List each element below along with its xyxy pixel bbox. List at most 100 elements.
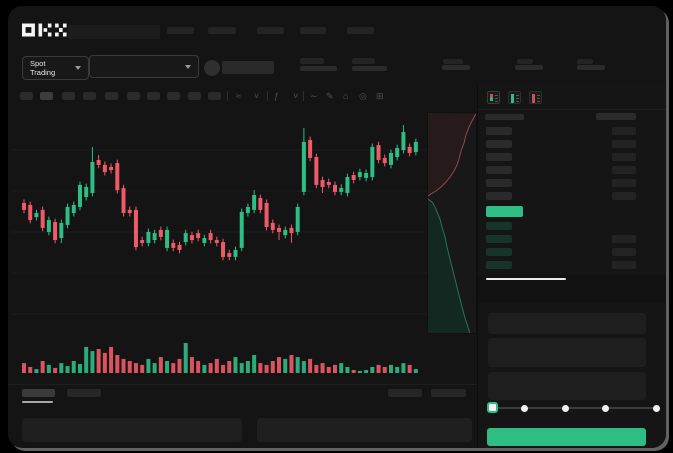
timeframe-button[interactable] [105, 92, 118, 100]
timeframe-button[interactable] [188, 92, 201, 100]
slider-stop[interactable] [601, 404, 609, 412]
toolbar-divider [303, 91, 304, 101]
orderbook-amount-cell[interactable] [612, 166, 636, 174]
orderbook-divider [478, 109, 666, 110]
search-bar-skeleton[interactable] [68, 25, 160, 39]
market-type-selector[interactable]: Spot Trading [22, 56, 89, 80]
orderbook-price-cell[interactable] [486, 140, 512, 148]
last-price-bar[interactable] [486, 206, 523, 217]
amount-slider[interactable] [478, 397, 666, 419]
orders-tab-underline [22, 401, 53, 403]
amount-input[interactable] [488, 338, 646, 367]
orderbook-bids-icon[interactable] [508, 91, 521, 104]
orders-empty-panel [22, 418, 242, 442]
chevron-down-icon[interactable]: ˅ [293, 91, 299, 101]
timeframe-button[interactable] [167, 92, 180, 100]
orderbook-rows [478, 85, 666, 275]
red-green-bar [490, 94, 493, 101]
orderbook-price-cell[interactable] [486, 192, 512, 200]
price-column-header [485, 114, 524, 120]
slider-handle[interactable] [487, 402, 498, 413]
orderbook-amount-cell[interactable] [612, 179, 636, 187]
slider-stop[interactable] [520, 404, 528, 412]
candlestick-chart[interactable] [8, 110, 432, 341]
orderbook-price-cell[interactable] [486, 166, 512, 174]
red-bar [532, 94, 535, 103]
orderbook-amount-cell[interactable] [612, 192, 636, 200]
depth-chart-panel [427, 112, 477, 334]
nav-menu-item[interactable] [257, 27, 284, 34]
nav-menu-item[interactable] [347, 27, 374, 34]
indicators-icon[interactable]: ƒ [274, 91, 280, 101]
timeframe-button[interactable] [62, 92, 75, 100]
draw-tool-icon[interactable]: ✎ [326, 91, 334, 101]
candle-style-icon[interactable]: ≈ [236, 91, 241, 101]
orderbook-amount-cell[interactable] [612, 153, 636, 161]
orderbook-amount-cell[interactable] [612, 235, 636, 243]
line-tool-icon[interactable]: ∼ [310, 91, 318, 101]
price-stat-skeleton [352, 58, 375, 64]
orders-tab-active[interactable] [22, 389, 55, 397]
nav-menu-item[interactable] [167, 27, 194, 34]
coin-icon [203, 60, 220, 76]
chevron-down-icon [185, 64, 191, 69]
price-stat-skeleton [352, 66, 387, 71]
orders-tab[interactable] [67, 389, 101, 397]
right-panel: Buy Sell [477, 85, 666, 448]
orderbook-amount-cell[interactable] [612, 127, 636, 135]
chevron-down-icon [75, 66, 81, 70]
instrument-header-row: Spot Trading [8, 50, 666, 85]
nav-menu-item[interactable] [208, 27, 236, 34]
orders-empty-panel [257, 418, 472, 442]
orderbook-price-cell[interactable] [486, 127, 512, 135]
stat-24h-skeleton [577, 59, 593, 64]
orders-filter-skeleton[interactable] [431, 389, 466, 397]
buy-submit-button[interactable] [487, 428, 646, 446]
toolbar-divider [267, 91, 268, 101]
top-navbar [8, 6, 666, 50]
app-window: Spot Trading ≈ ˅ ƒ ˅ [8, 6, 666, 448]
orderbook-price-cell[interactable] [486, 261, 512, 269]
orderbook-price-cell[interactable] [486, 179, 512, 187]
timeframe-button[interactable] [127, 92, 140, 100]
trade-tabs: Buy Sell [478, 275, 666, 303]
amount-column-header [596, 113, 636, 120]
market-type-label: Spot Trading [30, 59, 56, 77]
chevron-down-icon[interactable]: ˅ [254, 91, 260, 101]
volume-chart [8, 342, 432, 376]
price-input[interactable] [488, 313, 646, 334]
orderbook-amount-cell[interactable] [612, 248, 636, 256]
timeframe-button-active[interactable] [40, 92, 53, 100]
orderbook-price-cell[interactable] [486, 153, 512, 161]
timeframe-button[interactable] [20, 92, 33, 100]
pair-name-skeleton [222, 61, 274, 74]
timeframe-button[interactable] [83, 92, 96, 100]
okx-logo[interactable] [22, 23, 68, 37]
orders-filter-skeleton[interactable] [388, 389, 422, 397]
slider-stop[interactable] [652, 404, 660, 412]
active-tab-underline [486, 278, 566, 280]
stat-24h-skeleton [443, 59, 463, 64]
orderbook-asks-icon[interactable] [529, 91, 542, 104]
price-stat-skeleton [300, 66, 337, 71]
orderbook-price-cell[interactable] [486, 222, 512, 230]
timeframe-button[interactable] [147, 92, 160, 100]
nav-menu-item[interactable] [300, 27, 326, 34]
slider-stop[interactable] [561, 404, 569, 412]
chart-toolbar: ≈ ˅ ƒ ˅ ∼ ✎ ⌂ ◎ ⊞ [8, 85, 477, 110]
price-stat-skeleton [300, 58, 324, 64]
orderbook-amount-cell[interactable] [612, 140, 636, 148]
chart-settings-icon[interactable]: ◎ [359, 91, 367, 101]
total-input[interactable] [488, 372, 646, 400]
pair-selector-dropdown[interactable] [89, 55, 199, 78]
fullscreen-icon[interactable]: ⊞ [376, 91, 384, 101]
orderbook-price-cell[interactable] [486, 248, 512, 256]
orderbook-amount-cell[interactable] [612, 261, 636, 269]
screenshot-icon[interactable]: ⌂ [343, 91, 349, 101]
orderbook-price-cell[interactable] [486, 235, 512, 243]
orderbook-combined-icon[interactable] [487, 91, 500, 104]
slider-track[interactable] [490, 407, 656, 409]
stat-24h-skeleton [515, 65, 543, 70]
timeframe-button[interactable] [208, 92, 221, 100]
stat-24h-skeleton [517, 59, 533, 64]
